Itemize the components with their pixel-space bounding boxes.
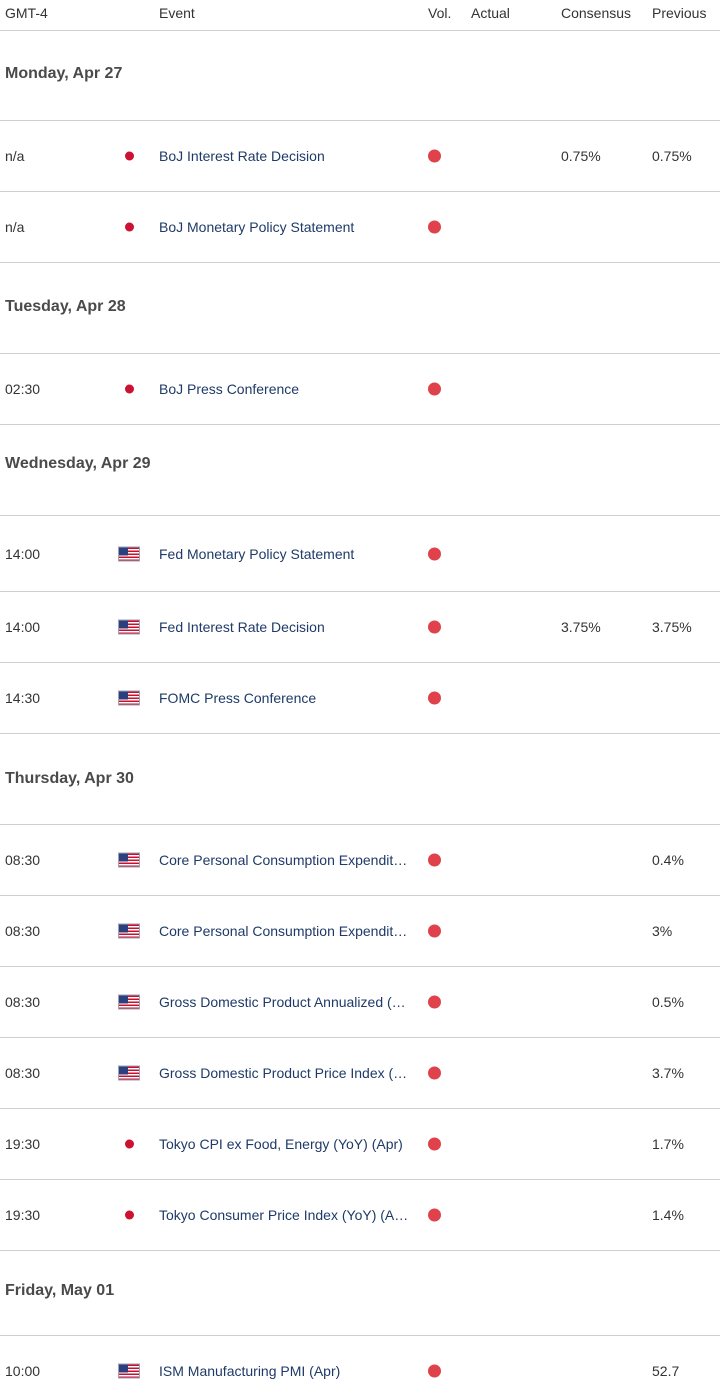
event-time: 08:30 [5, 923, 41, 939]
event-time: 10:00 [5, 1363, 41, 1379]
event-row[interactable]: 14:00 Fed Interest Rate Decision 3.75% 3.75… [0, 592, 720, 663]
header-volatility: Vol. [428, 5, 452, 21]
event-name-link[interactable]: Gross Domestic Product Annualized (… [159, 994, 406, 1010]
event-row[interactable]: 10:00 ISM Manufacturing PMI (Apr) 52.7 [0, 1336, 720, 1385]
header-event: Event [159, 5, 195, 21]
event-row[interactable]: 19:30 Tokyo Consumer Price Index (YoY) (A… [0, 1180, 720, 1251]
previous-value: 52.7 [652, 1363, 680, 1379]
us-flag-icon [118, 1065, 140, 1081]
volatility-high-icon [428, 620, 441, 634]
event-name-link[interactable]: FOMC Press Conference [159, 690, 317, 706]
event-row[interactable]: 14:00 Fed Monetary Policy Statement [0, 516, 720, 592]
event-name-link[interactable]: BoJ Press Conference [159, 381, 300, 397]
event-time: 08:30 [5, 994, 41, 1010]
day-header: Thursday, Apr 30 [0, 734, 720, 825]
event-time: 14:00 [5, 619, 41, 635]
previous-value: 3.75% [652, 619, 692, 635]
event-name-link[interactable]: Core Personal Consumption Expendit… [159, 923, 408, 939]
previous-value: 1.4% [652, 1207, 684, 1223]
us-flag-icon [118, 923, 140, 939]
event-time: n/a [5, 148, 25, 164]
us-flag-icon [118, 852, 140, 868]
day-label: Thursday, Apr 30 [5, 770, 134, 787]
volatility-high-icon [428, 1066, 441, 1080]
previous-value: 1.7% [652, 1136, 684, 1152]
volatility-high-icon [428, 1208, 441, 1222]
table-header: GMT-4 Event Vol. Actual Consensus Previo… [0, 0, 720, 31]
header-actual: Actual [471, 5, 510, 21]
day-label: Tuesday, Apr 28 [5, 298, 126, 315]
event-name-link[interactable]: Tokyo CPI ex Food, Energy (YoY) (Apr) [159, 1136, 403, 1152]
previous-value: 0.4% [652, 852, 684, 868]
consensus-value: 0.75% [561, 148, 601, 164]
volatility-high-icon [428, 924, 441, 938]
previous-value: 3% [652, 923, 673, 939]
event-name-link[interactable]: Core Personal Consumption Expendit… [159, 852, 408, 868]
event-row[interactable]: 19:30 Tokyo CPI ex Food, Energy (YoY) (Ap… [0, 1109, 720, 1180]
event-row[interactable]: 08:30 Gross Domestic Product Price Index … [0, 1038, 720, 1109]
event-name-link[interactable]: BoJ Interest Rate Decision [159, 148, 325, 164]
previous-value: 0.5% [652, 994, 684, 1010]
day-header: Tuesday, Apr 28 [0, 263, 720, 354]
event-row[interactable]: 08:30 Gross Domestic Product Annualized (… [0, 967, 720, 1038]
japan-flag-icon [118, 1136, 140, 1152]
day-header: Wednesday, Apr 29 [0, 425, 720, 516]
event-time: 08:30 [5, 1065, 41, 1081]
us-flag-icon [118, 690, 140, 706]
header-time: GMT-4 [5, 5, 48, 21]
event-time: 14:00 [5, 545, 41, 562]
event-name-link[interactable]: Fed Monetary Policy Statement [159, 545, 355, 562]
event-row[interactable]: n/a BoJ Monetary Policy Statement [0, 192, 720, 263]
us-flag-icon [118, 1363, 140, 1379]
event-row[interactable]: 08:30 Core Personal Consumption Expendit…… [0, 825, 720, 896]
header-consensus: Consensus [561, 5, 632, 21]
day-label: Monday, Apr 27 [5, 65, 123, 82]
event-time: 19:30 [5, 1207, 41, 1223]
day-header: Friday, May 01 [0, 1251, 720, 1336]
previous-value: 3.7% [652, 1065, 684, 1081]
event-row[interactable]: 14:30 FOMC Press Conference [0, 663, 720, 734]
japan-flag-icon [118, 219, 140, 235]
event-name-link[interactable]: BoJ Monetary Policy Statement [159, 219, 355, 235]
japan-flag-icon [118, 148, 140, 164]
consensus-value: 3.75% [561, 619, 601, 635]
event-time: n/a [5, 219, 25, 235]
event-time: 19:30 [5, 1136, 41, 1152]
event-time: 08:30 [5, 852, 41, 868]
previous-value: 0.75% [652, 148, 692, 164]
day-header: Monday, Apr 27 [0, 31, 720, 121]
event-time: 02:30 [5, 381, 41, 397]
volatility-high-icon [428, 149, 441, 163]
japan-flag-icon [118, 381, 140, 397]
volatility-high-icon [428, 547, 441, 560]
us-flag-icon [118, 546, 140, 561]
day-label: Wednesday, Apr 29 [5, 455, 151, 472]
volatility-high-icon [428, 995, 441, 1009]
volatility-high-icon [428, 691, 441, 705]
event-name-link[interactable]: Fed Interest Rate Decision [159, 619, 325, 635]
event-name-link[interactable]: Tokyo Consumer Price Index (YoY) (A… [159, 1207, 409, 1223]
volatility-high-icon [428, 1364, 441, 1378]
event-time: 14:30 [5, 690, 41, 706]
header-previous: Previous [652, 5, 707, 21]
volatility-high-icon [428, 382, 441, 396]
event-name-link[interactable]: ISM Manufacturing PMI (Apr) [159, 1363, 341, 1379]
day-label: Friday, May 01 [5, 1282, 115, 1299]
volatility-high-icon [428, 220, 441, 234]
event-row[interactable]: n/a BoJ Interest Rate Decision 0.75% 0.75% [0, 121, 720, 192]
volatility-high-icon [428, 853, 441, 867]
calendar-rows: Monday, Apr 27 n/a BoJ Interest Rate Decis… [0, 31, 720, 1385]
volatility-high-icon [428, 1137, 441, 1151]
us-flag-icon [118, 994, 140, 1010]
event-name-link[interactable]: Gross Domestic Product Price Index (… [159, 1065, 408, 1081]
event-row[interactable]: 08:30 Core Personal Consumption Expendit…… [0, 896, 720, 967]
japan-flag-icon [118, 1207, 140, 1223]
us-flag-icon [118, 619, 140, 635]
event-row[interactable]: 02:30 BoJ Press Conference [0, 354, 720, 425]
